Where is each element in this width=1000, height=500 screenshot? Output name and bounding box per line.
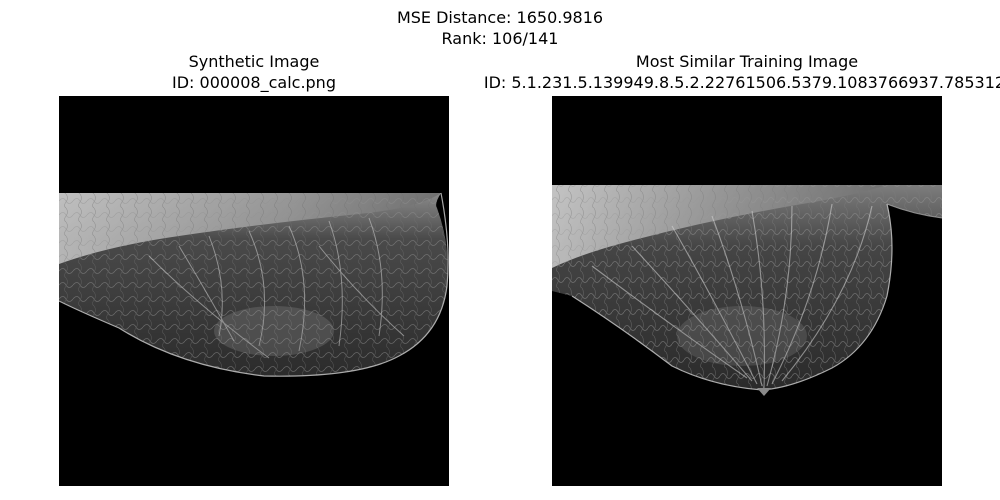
- figure-suptitle: MSE Distance: 1650.9816 Rank: 106/141: [0, 7, 1000, 49]
- training-mammogram-svg: [552, 96, 942, 486]
- mse-distance-label: MSE Distance: 1650.9816: [396, 8, 604, 27]
- left-panel-title: Synthetic Image ID: 000008_calc.png: [59, 51, 449, 93]
- synthetic-mammogram-svg: [59, 96, 449, 486]
- right-panel-id: ID: 5.1.231.5.139949.8.5.2.22761506.5379…: [483, 73, 1000, 92]
- training-mammogram-image: [552, 96, 942, 486]
- right-panel-title: Most Similar Training Image ID: 5.1.231.…: [452, 51, 1000, 93]
- right-panel-heading: Most Similar Training Image: [635, 52, 859, 71]
- rank-label: Rank: 106/141: [441, 29, 559, 48]
- left-panel-heading: Synthetic Image: [188, 52, 320, 71]
- left-panel-id: ID: 000008_calc.png: [172, 73, 336, 92]
- synthetic-mammogram-image: [59, 96, 449, 486]
